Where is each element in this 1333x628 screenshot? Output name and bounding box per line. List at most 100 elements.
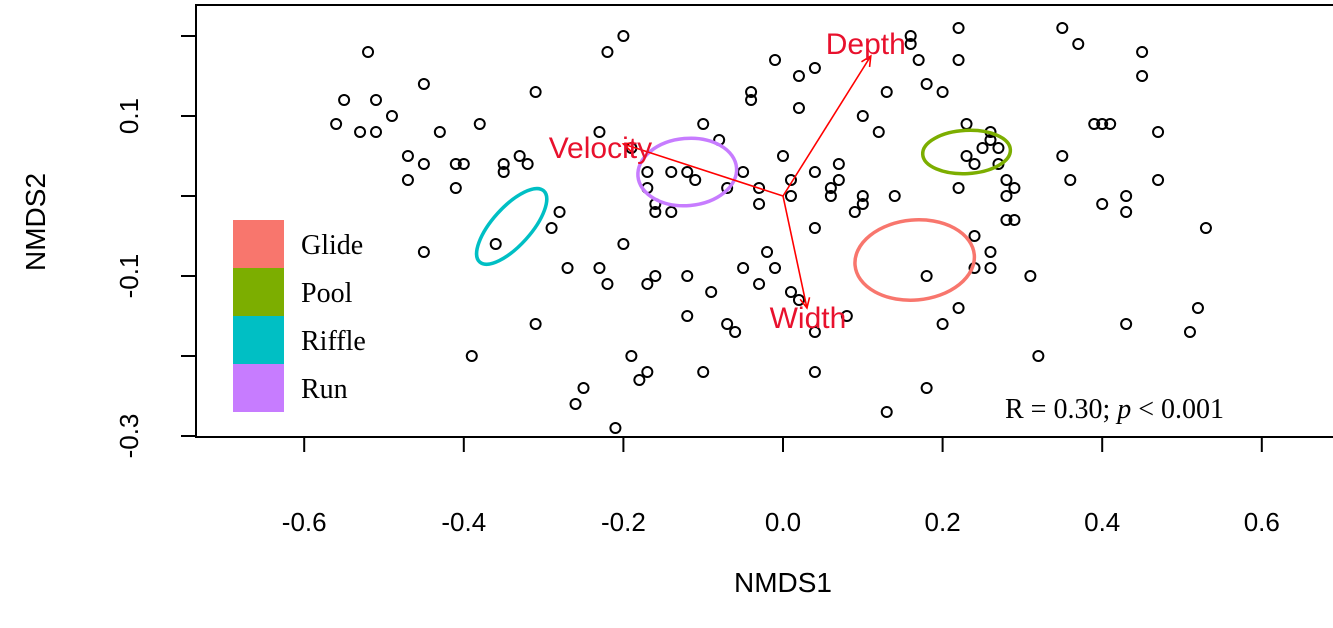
scatter-point	[457, 158, 470, 170]
scatter-point	[1152, 126, 1165, 138]
scatter-point	[856, 198, 869, 210]
scatter-point	[370, 94, 383, 106]
scatter-point	[968, 230, 981, 242]
scatter-point	[338, 94, 351, 106]
ellipse-pool	[920, 128, 1013, 176]
x-axis-title: NMDS1	[734, 567, 832, 598]
scatter-point	[497, 158, 510, 170]
scatter-point	[697, 118, 710, 130]
scatter-point	[1191, 302, 1204, 314]
scatter-point	[705, 286, 718, 298]
scatter-point	[617, 238, 630, 250]
scatter-point	[625, 350, 638, 362]
scatter-point	[1056, 150, 1069, 162]
legend-label-riffle: Riffle	[301, 326, 366, 357]
scatter-point	[641, 166, 654, 178]
scatter-point	[1000, 214, 1013, 226]
vector-label-depth: Depth	[826, 28, 906, 61]
scatter-point	[912, 54, 925, 66]
x-tick-label: 0.4	[1084, 507, 1120, 537]
scatter-point	[745, 86, 758, 98]
scatter-point	[745, 94, 758, 106]
x-tick-label: -0.2	[601, 507, 646, 537]
vector-label-width: Width	[770, 302, 847, 335]
scatter-point	[952, 54, 965, 66]
vector-width	[782, 195, 808, 309]
plot-frame	[195, 4, 1333, 438]
ellipse-riffle	[474, 186, 549, 266]
scatter-point	[1088, 118, 1101, 130]
y-axis: -0.3 -0.1 0.1	[114, 35, 196, 459]
stat-annotation-prefix: R = 0.30;	[1005, 394, 1117, 425]
vector-label-velocity: Velocity	[549, 132, 652, 165]
scatter-point	[1199, 222, 1212, 234]
scatter-point	[601, 278, 614, 290]
scatter-point	[753, 198, 766, 210]
scatter-point	[880, 406, 893, 418]
legend-label-pool: Pool	[301, 278, 353, 309]
x-axis: -0.6 -0.4 -0.2 0.0 0.2 0.4 0.6	[282, 437, 1280, 537]
scatter-point	[1008, 182, 1021, 194]
scatter-point	[992, 142, 1005, 154]
scatter-point	[354, 126, 367, 138]
scatter-point	[401, 150, 414, 162]
scatter-point	[856, 190, 869, 202]
scatter-point	[617, 30, 630, 42]
scatter-point	[808, 222, 821, 234]
scatter-point	[362, 46, 375, 58]
x-tick-label: -0.4	[441, 507, 486, 537]
scatter-point	[1120, 206, 1133, 218]
stat-annotation: R = 0.30; p < 0.001	[1005, 394, 1224, 425]
scatter-point	[904, 38, 917, 50]
legend-label-glide: Glide	[301, 230, 363, 261]
scatter-point	[513, 150, 526, 162]
scatter-point	[984, 262, 997, 274]
scatter-point	[1183, 326, 1196, 338]
scatter-point	[824, 182, 837, 194]
ellipse-layer	[474, 128, 1013, 302]
scatter-point	[433, 126, 446, 138]
x-tick-label: 0.6	[1244, 507, 1280, 537]
scatter-point	[681, 310, 694, 322]
scatter-point	[577, 382, 590, 394]
scatter-point	[1000, 174, 1013, 186]
x-tick-label: 0.0	[765, 507, 801, 537]
scatter-point	[1120, 318, 1133, 330]
scatter-point	[489, 238, 502, 250]
stat-annotation-p: p	[1115, 394, 1131, 425]
scatter-point	[784, 174, 797, 186]
scatter-point	[417, 78, 430, 90]
scatter-point	[952, 302, 965, 314]
x-tick-label: -0.6	[282, 507, 327, 537]
scatter-point	[1096, 118, 1109, 130]
scatter-point	[737, 262, 750, 274]
y-tick-label: -0.3	[114, 414, 144, 459]
scatter-point	[1136, 46, 1149, 58]
scatter-point	[1096, 198, 1109, 210]
scatter-point	[761, 246, 774, 258]
scatter-point	[872, 126, 885, 138]
scatter-point	[1032, 350, 1045, 362]
ellipse-glide	[853, 218, 977, 302]
scatter-point	[936, 318, 949, 330]
scatter-point	[960, 150, 973, 162]
vector-velocity	[623, 143, 784, 197]
scatter-point	[553, 206, 566, 218]
scatter-point	[497, 166, 510, 178]
scatter-point	[769, 262, 782, 274]
scatter-point	[769, 54, 782, 66]
scatter-point	[721, 182, 734, 194]
scatter-point	[1064, 174, 1077, 186]
scatter-point	[633, 374, 646, 386]
scatter-point	[1072, 38, 1085, 50]
y-tick-label: 0.1	[114, 98, 144, 134]
vector-arrowhead-width	[799, 297, 811, 310]
scatter-point	[832, 158, 845, 170]
scatter-point	[792, 102, 805, 114]
scatter-point	[665, 206, 678, 218]
scatter-point	[697, 366, 710, 378]
scatter-point	[1104, 118, 1117, 130]
scatter-point	[952, 22, 965, 34]
scatter-point	[641, 366, 654, 378]
